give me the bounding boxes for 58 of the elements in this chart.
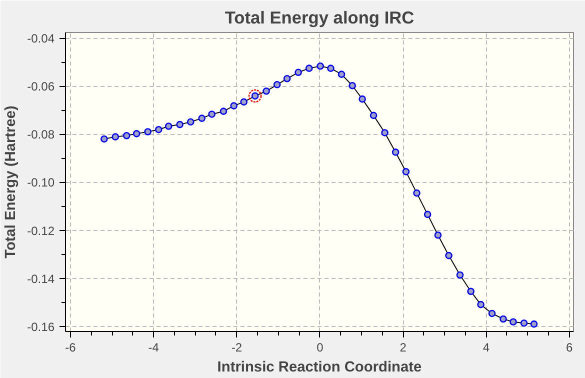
point [154,126,162,134]
point [240,98,248,106]
point [230,102,238,110]
point [488,310,496,318]
point [392,148,400,156]
point [176,120,184,128]
point [510,318,517,326]
point [520,319,528,327]
point [358,95,366,103]
point [294,68,302,76]
point [445,252,452,260]
point [348,82,356,90]
point [500,315,507,323]
y-tick-label: -0.10 [27,176,55,190]
point [273,81,281,88]
y-tick-label: -0.06 [27,80,55,94]
point [477,300,484,308]
point [305,64,313,72]
y-tick-label: -0.04 [27,32,55,46]
point [132,130,140,138]
point [220,108,228,115]
point [327,64,334,72]
point [413,189,420,197]
y-axis-title: Total Energy (Hartree) [3,105,20,258]
x-tick-label: 4 [482,340,490,354]
point [248,89,262,103]
x-tick-label: -4 [148,340,160,354]
y-tick-label: -0.16 [27,320,55,334]
point [100,135,108,143]
x-axis-title: Intrinsic Reaction Coordinate [217,360,422,376]
point [262,88,270,95]
x-tick-label: -2 [231,340,242,354]
point [467,288,474,296]
point [208,110,216,118]
chart-title: Total Energy along IRC [224,8,415,28]
point [112,133,120,140]
point [370,112,378,120]
y-tick-label: -0.08 [27,128,55,142]
x-tick-label: 0 [316,340,324,354]
x-tick-label: 6 [566,340,574,354]
point [186,118,194,126]
point [144,128,152,136]
x-tick-label: -6 [65,340,76,354]
point [316,62,324,70]
point [424,210,432,218]
point [122,132,130,140]
y-tick-label: -0.14 [27,272,55,286]
point [456,271,464,279]
point [402,168,410,176]
point [434,231,442,239]
point [283,75,291,82]
point [530,320,538,328]
point [381,129,388,136]
y-tick-label: -0.12 [27,224,55,238]
point [338,70,346,78]
point [164,122,172,130]
x-tick-label: 2 [400,340,407,354]
point [198,114,206,122]
